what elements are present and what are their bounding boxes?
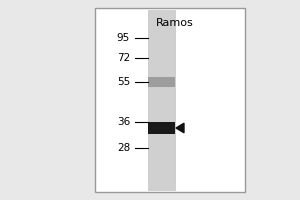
Bar (148, 122, 175, 134)
Text: 95: 95 (117, 33, 130, 43)
Text: Ramos: Ramos (156, 18, 194, 28)
Text: 72: 72 (117, 53, 130, 63)
Polygon shape (176, 123, 184, 133)
Bar (95, 8, 245, 192)
Bar (148, 10, 175, 190)
Text: 36: 36 (117, 117, 130, 127)
Text: 28: 28 (117, 143, 130, 153)
Bar (148, 77, 175, 87)
Text: 55: 55 (117, 77, 130, 87)
